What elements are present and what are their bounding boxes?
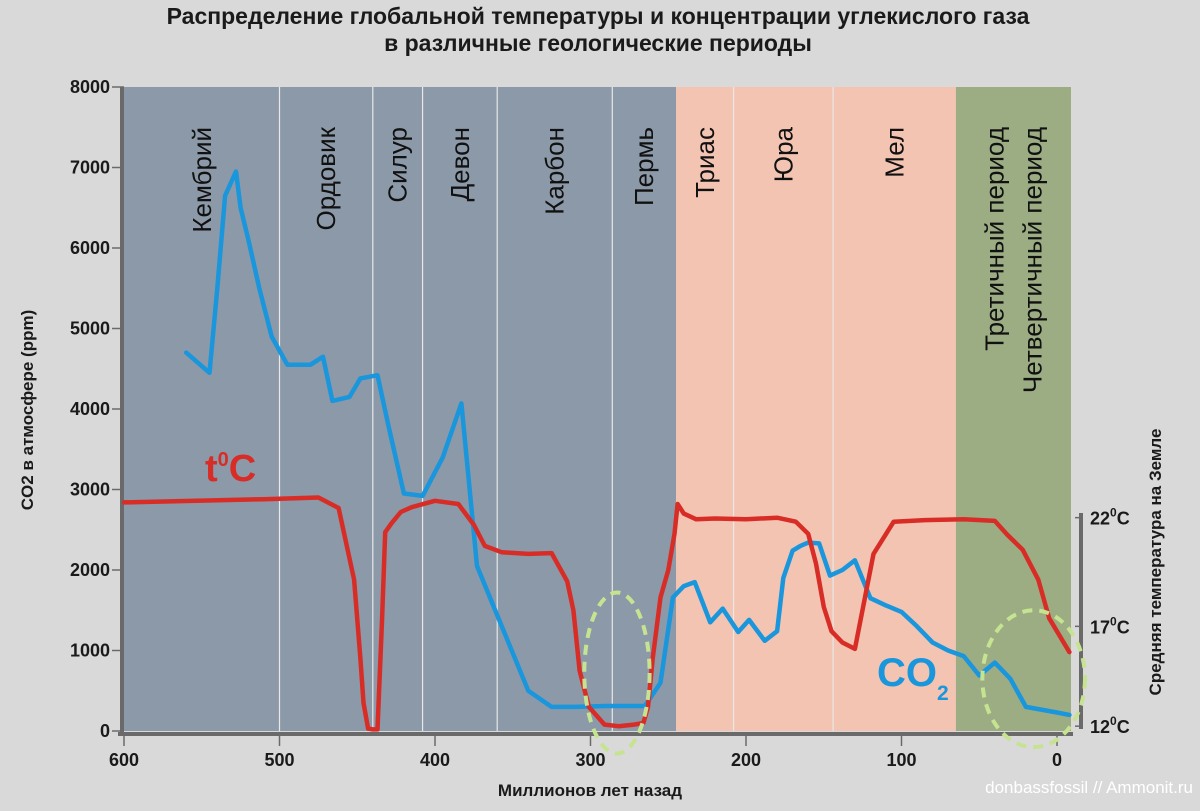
period-band (833, 87, 956, 731)
chart-title-line1: Распределение глобальной температуры и к… (167, 3, 1030, 29)
y2-tick-label: 170C (1090, 614, 1130, 637)
period-label: Мел (880, 127, 910, 178)
x-tick-label: 600 (109, 750, 139, 770)
y-axis-label: CO2 в атмосфере (ppm) (18, 310, 37, 510)
x-tick-label: 300 (575, 750, 605, 770)
x-tick-label: 100 (886, 750, 916, 770)
period-label: Юра (768, 126, 798, 182)
y-tick-label: 8000 (70, 77, 110, 97)
period-label: Силур (383, 127, 413, 203)
watermark: donbassfossil // Ammonit.ru (985, 778, 1193, 797)
period-label: Пермь (629, 127, 659, 206)
x-tick-label: 400 (420, 750, 450, 770)
y-tick-label: 5000 (70, 319, 110, 339)
period-bands (124, 87, 1071, 731)
period-band (497, 87, 613, 731)
period-label: Карбон (540, 127, 570, 215)
y-tick-label: 3000 (70, 480, 110, 500)
x-tick-label: 500 (264, 750, 294, 770)
y-tick-label: 6000 (70, 238, 110, 258)
period-label: Ордовик (311, 126, 341, 230)
x-tick-label: 0 (1052, 750, 1062, 770)
x-axis-label: Миллионов лет назад (498, 781, 682, 800)
dashed-circle-annotation (582, 590, 652, 756)
period-label: Триас (690, 127, 720, 198)
period-label: Кембрий (187, 127, 217, 233)
period-label: Четвертичный период (1018, 127, 1048, 393)
period-label: Третичный период (979, 127, 1009, 351)
period-band (955, 87, 1071, 731)
y2-axis-label: Средняя температура на Земле (1146, 429, 1165, 696)
y2-tick-label: 220C (1090, 506, 1130, 529)
temperature-series-label: t0C (205, 448, 256, 490)
temperature-series-line (121, 495, 1072, 732)
period-labels: Кембрий Ордовик Силур Девон Карбон Пермь Триас… (187, 126, 1048, 393)
series-lines (121, 169, 1072, 732)
y2-tick-label: 120C (1090, 714, 1130, 737)
y-tick-label: 0 (100, 721, 110, 741)
y-axis-ticks: 0 1000 2000 3000 4000 5000 6000 7000 8000 (70, 77, 124, 741)
period-band (676, 87, 734, 731)
y-tick-label: 1000 (70, 641, 110, 661)
period-band (733, 87, 834, 731)
y-tick-label: 2000 (70, 560, 110, 580)
dashed-circle-annotation (980, 608, 1087, 750)
period-band (124, 87, 280, 731)
period-label: Девон (445, 127, 475, 201)
period-band (612, 87, 677, 731)
co2-series-line (183, 169, 1072, 718)
co2-series-label: CO2 (877, 651, 949, 705)
chart-title-line2: в различные геологические периоды (384, 30, 812, 56)
y-tick-label: 7000 (70, 158, 110, 178)
x-axis-ticks: 600 500 400 300 200 100 0 (109, 734, 1062, 770)
annotation-ellipses (582, 590, 1087, 756)
temperature-axis-ticks: 220C 170C 120C (1075, 506, 1130, 737)
x-tick-label: 200 (731, 750, 761, 770)
y-tick-label: 4000 (70, 399, 110, 419)
